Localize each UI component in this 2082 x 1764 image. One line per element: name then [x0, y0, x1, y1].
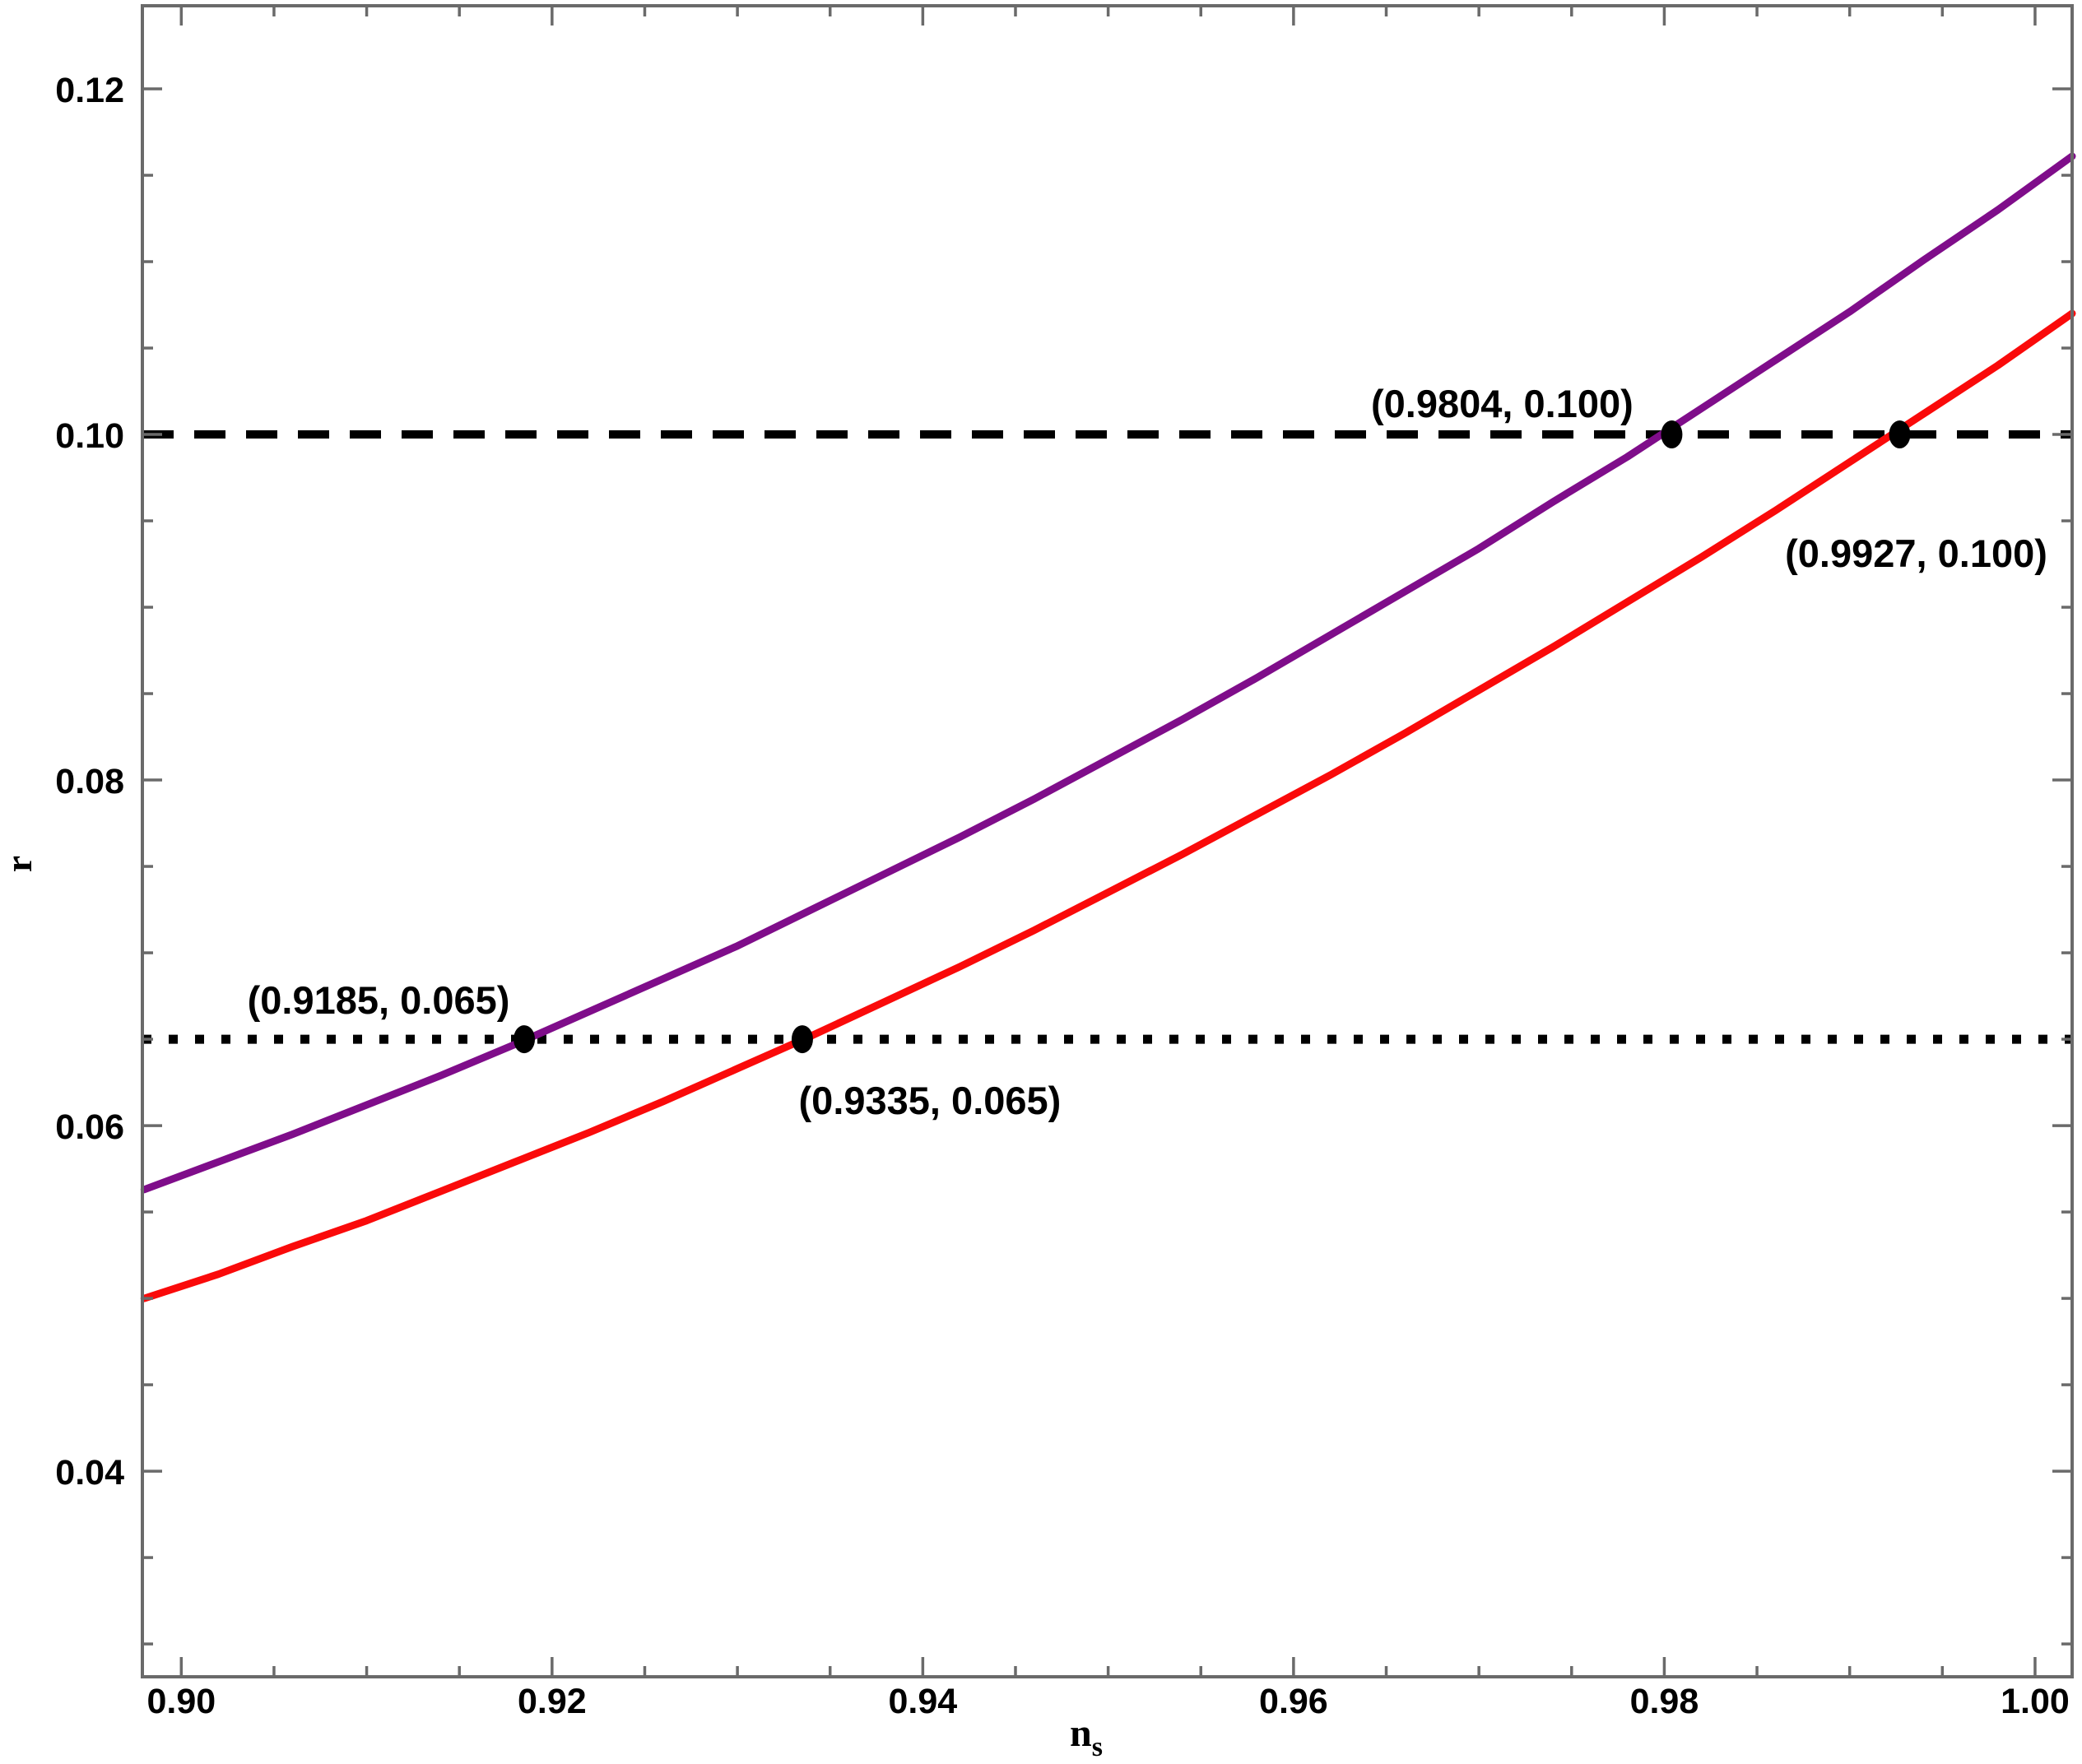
- y-axis-label: r: [0, 856, 40, 872]
- intersection-point-marker: [514, 1025, 536, 1054]
- y-tick-label: 0.04: [55, 1453, 124, 1492]
- purple-curve: [140, 152, 2076, 1194]
- x-tick-label: 0.94: [889, 1682, 958, 1721]
- point-coordinate-label: (0.9927, 0.100): [1785, 532, 2047, 575]
- point-coordinate-label: (0.9335, 0.065): [799, 1079, 1062, 1122]
- x-tick-label: 0.92: [518, 1682, 587, 1721]
- intersection-point-marker: [1889, 420, 1911, 449]
- intersection-point-marker: [791, 1025, 813, 1054]
- x-axis-label: ns: [1070, 1711, 1103, 1760]
- y-tick-label: 0.08: [55, 762, 124, 801]
- x-tick-label: 0.90: [146, 1682, 216, 1721]
- intersection-point-marker: [1661, 420, 1683, 449]
- red-curve: [140, 309, 2076, 1302]
- y-tick-label: 0.12: [55, 71, 124, 110]
- y-tick-label: 0.10: [55, 416, 124, 456]
- point-coordinate-label: (0.9804, 0.100): [1371, 382, 1634, 425]
- x-tick-label: 1.00: [2001, 1682, 2070, 1721]
- x-tick-label: 0.98: [1630, 1682, 1699, 1721]
- x-tick-label: 0.96: [1259, 1682, 1328, 1721]
- point-coordinate-label: (0.9185, 0.065): [248, 978, 510, 1022]
- y-tick-label: 0.06: [55, 1107, 124, 1147]
